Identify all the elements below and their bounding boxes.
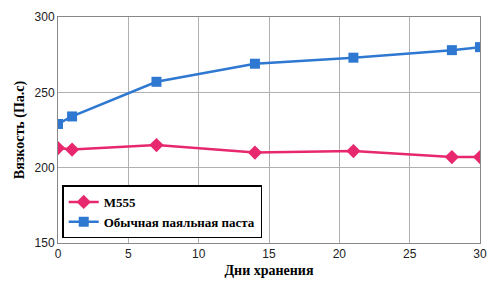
svg-text:30: 30 bbox=[473, 247, 487, 261]
svg-text:150: 150 bbox=[35, 236, 55, 250]
svg-text:15: 15 bbox=[262, 247, 276, 261]
svg-text:300: 300 bbox=[35, 10, 55, 24]
svg-text:250: 250 bbox=[35, 86, 55, 100]
svg-text:Вязкость (Па.с): Вязкость (Па.с) bbox=[12, 80, 28, 179]
svg-text:10: 10 bbox=[192, 247, 206, 261]
svg-text:M555: M555 bbox=[104, 195, 136, 210]
svg-text:25: 25 bbox=[403, 247, 417, 261]
svg-text:200: 200 bbox=[35, 161, 55, 175]
svg-text:0: 0 bbox=[55, 247, 62, 261]
svg-text:Дни хранения: Дни хранения bbox=[224, 263, 313, 278]
svg-text:Обычная паяльная паста: Обычная паяльная паста bbox=[104, 215, 255, 230]
svg-text:5: 5 bbox=[125, 247, 132, 261]
svg-text:20: 20 bbox=[333, 247, 347, 261]
